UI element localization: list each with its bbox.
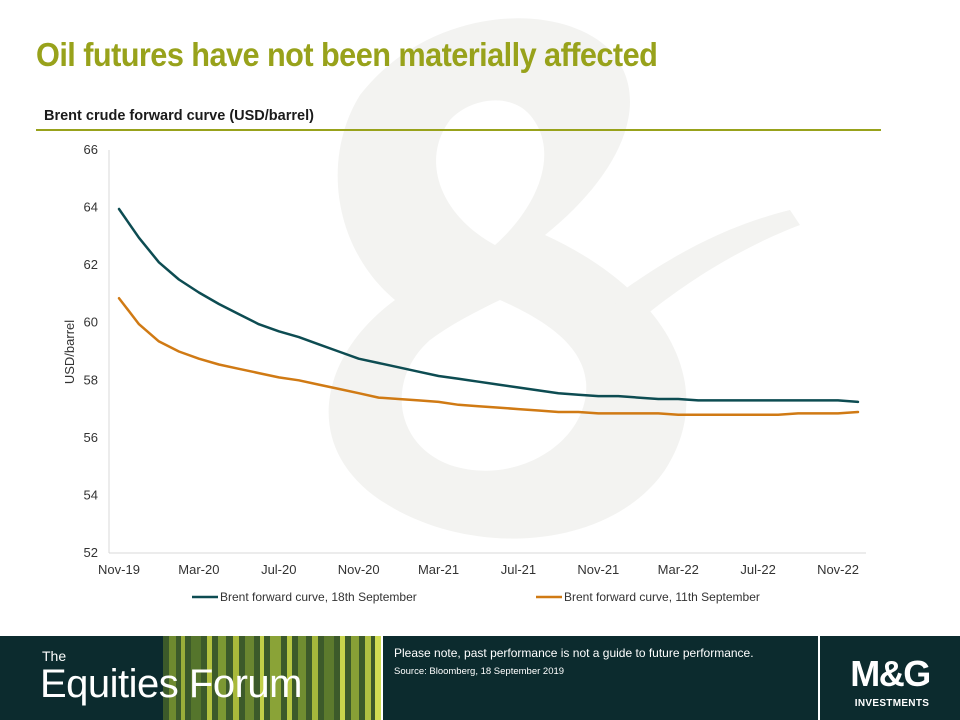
y-tick-label: 60 <box>84 315 98 330</box>
x-tick-label: Nov-21 <box>577 562 619 577</box>
series-line-2 <box>117 296 860 417</box>
y-tick-label: 64 <box>84 200 98 215</box>
x-tick-label: Nov-22 <box>817 562 859 577</box>
y-tick-label: 52 <box>84 545 98 560</box>
slide-title: Oil futures have not been materially aff… <box>36 36 658 73</box>
y-tick-label: 58 <box>84 372 98 387</box>
legend-label-2: Brent forward curve, 11th September <box>564 590 760 604</box>
x-tick-label: Nov-20 <box>338 562 380 577</box>
y-axis-label: USD/barrel <box>62 320 77 384</box>
heading-rule <box>36 129 881 131</box>
background-watermark-logo <box>328 18 800 539</box>
x-tick-label: Jul-22 <box>740 562 775 577</box>
footer: The Equities Forum Please note, past per… <box>0 636 960 720</box>
x-tick-label: Mar-21 <box>418 562 459 577</box>
legend-label-1: Brent forward curve, 18th September <box>220 590 417 604</box>
footer-divider-left <box>381 636 383 720</box>
y-axis: 52 54 56 58 60 62 64 66 <box>84 142 110 560</box>
legend: Brent forward curve, 18th September Brent… <box>192 590 760 604</box>
x-tick-label: Jul-21 <box>501 562 536 577</box>
footer-stripes <box>163 636 381 720</box>
disclaimer-text: Please note, past performance is not a g… <box>394 646 754 660</box>
y-tick-label: 56 <box>84 430 98 445</box>
mg-investments-logo: M&G INVESTMENTS <box>850 653 931 709</box>
series-line-1 <box>117 207 860 404</box>
y-tick-label: 66 <box>84 142 98 157</box>
x-tick-label: Jul-20 <box>261 562 296 577</box>
y-tick-label: 62 <box>84 257 98 272</box>
x-tick-label: Mar-22 <box>658 562 699 577</box>
footer-divider-right <box>818 636 820 720</box>
x-tick-label: Nov-19 <box>98 562 140 577</box>
svg-text:INVESTMENTS: INVESTMENTS <box>855 698 929 709</box>
y-tick-label: 54 <box>84 487 98 502</box>
svg-text:M&G: M&G <box>850 653 930 694</box>
source-text: Source: Bloomberg, 18 September 2019 <box>394 666 565 677</box>
brand-name: Equities Forum <box>40 662 302 706</box>
forward-curve-chart: 52 54 56 58 60 62 64 66 Nov-19 Mar-20 Jul-20 Nov-2… <box>62 142 866 604</box>
chart-heading: Brent crude forward curve (USD/barrel) <box>44 108 314 124</box>
x-tick-label: Mar-20 <box>178 562 219 577</box>
x-axis: Nov-19 Mar-20 Jul-20 Nov-20 Mar-21 Jul-21 Nov-… <box>98 552 866 577</box>
series-lines <box>117 207 860 417</box>
brand-prefix: The <box>42 648 67 664</box>
